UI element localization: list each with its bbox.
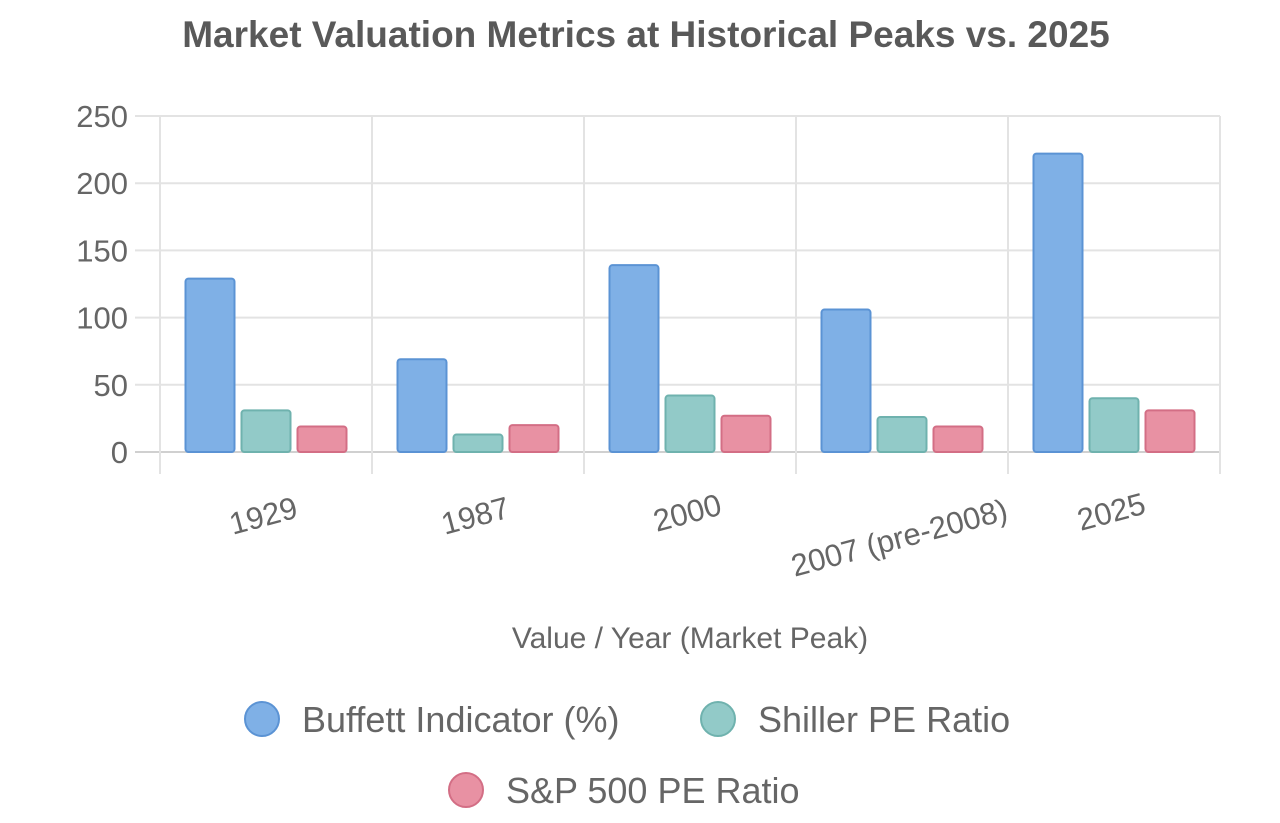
x-axis-title: Value / Year (Market Peak) [512, 622, 868, 655]
bar-series-0-1929[interactable] [184, 277, 236, 453]
legend-label-0[interactable]: Buffett Indicator (%) [302, 699, 619, 740]
bar-series-1-1929[interactable] [240, 409, 292, 453]
legend-swatch-2[interactable] [448, 772, 484, 808]
bar-series-1-1987[interactable] [452, 433, 504, 454]
bar-series-0-2000[interactable] [608, 264, 660, 453]
legend-label-1[interactable]: Shiller PE Ratio [758, 699, 1010, 740]
x-tick-label: 2025 [1073, 486, 1149, 538]
x-tick-label: 2007 (pre-2008) [787, 492, 1011, 583]
x-tick-label: 1987 [437, 490, 513, 542]
bar-series-0-2025[interactable] [1032, 152, 1084, 454]
x-tick-label: 1929 [225, 490, 301, 542]
legend-swatch-0[interactable] [244, 701, 280, 737]
y-tick-label: 150 [76, 233, 128, 268]
bar-series-2-2000[interactable] [720, 414, 772, 454]
bar-series-0-2007-pre-2008-[interactable] [820, 308, 872, 454]
legend-label-2[interactable]: S&P 500 PE Ratio [506, 770, 800, 811]
bars [184, 152, 1196, 454]
bar-series-2-1929[interactable] [296, 425, 348, 453]
y-tick-label: 100 [76, 301, 128, 336]
y-tick-label: 200 [76, 166, 128, 201]
y-tick-label: 50 [94, 368, 128, 403]
bar-series-2-2025[interactable] [1144, 409, 1196, 453]
bar-series-0-1987[interactable] [396, 358, 448, 454]
grid [135, 115, 1221, 474]
y-tick-label: 0 [111, 435, 128, 470]
x-tick-label: 2000 [649, 487, 725, 539]
legend-swatch-1[interactable] [700, 701, 736, 737]
bar-series-2-1987[interactable] [508, 424, 560, 453]
y-axis-ticks: 0 50 100 150 200 250 [76, 99, 128, 470]
legend: Buffett Indicator (%) Shiller PE Ratio S&P… [244, 699, 1010, 811]
y-tick-label: 250 [76, 99, 128, 134]
bar-series-1-2025[interactable] [1088, 397, 1140, 453]
bar-series-1-2007-pre-2008-[interactable] [876, 416, 928, 453]
bar-series-2-2007-pre-2008-[interactable] [932, 425, 984, 453]
x-axis-ticks: 1929 1987 2000 2007 (pre-2008) 2025 [225, 486, 1149, 584]
chart-title: Market Valuation Metrics at Historical P… [182, 14, 1110, 55]
bar-series-1-2000[interactable] [664, 394, 716, 453]
